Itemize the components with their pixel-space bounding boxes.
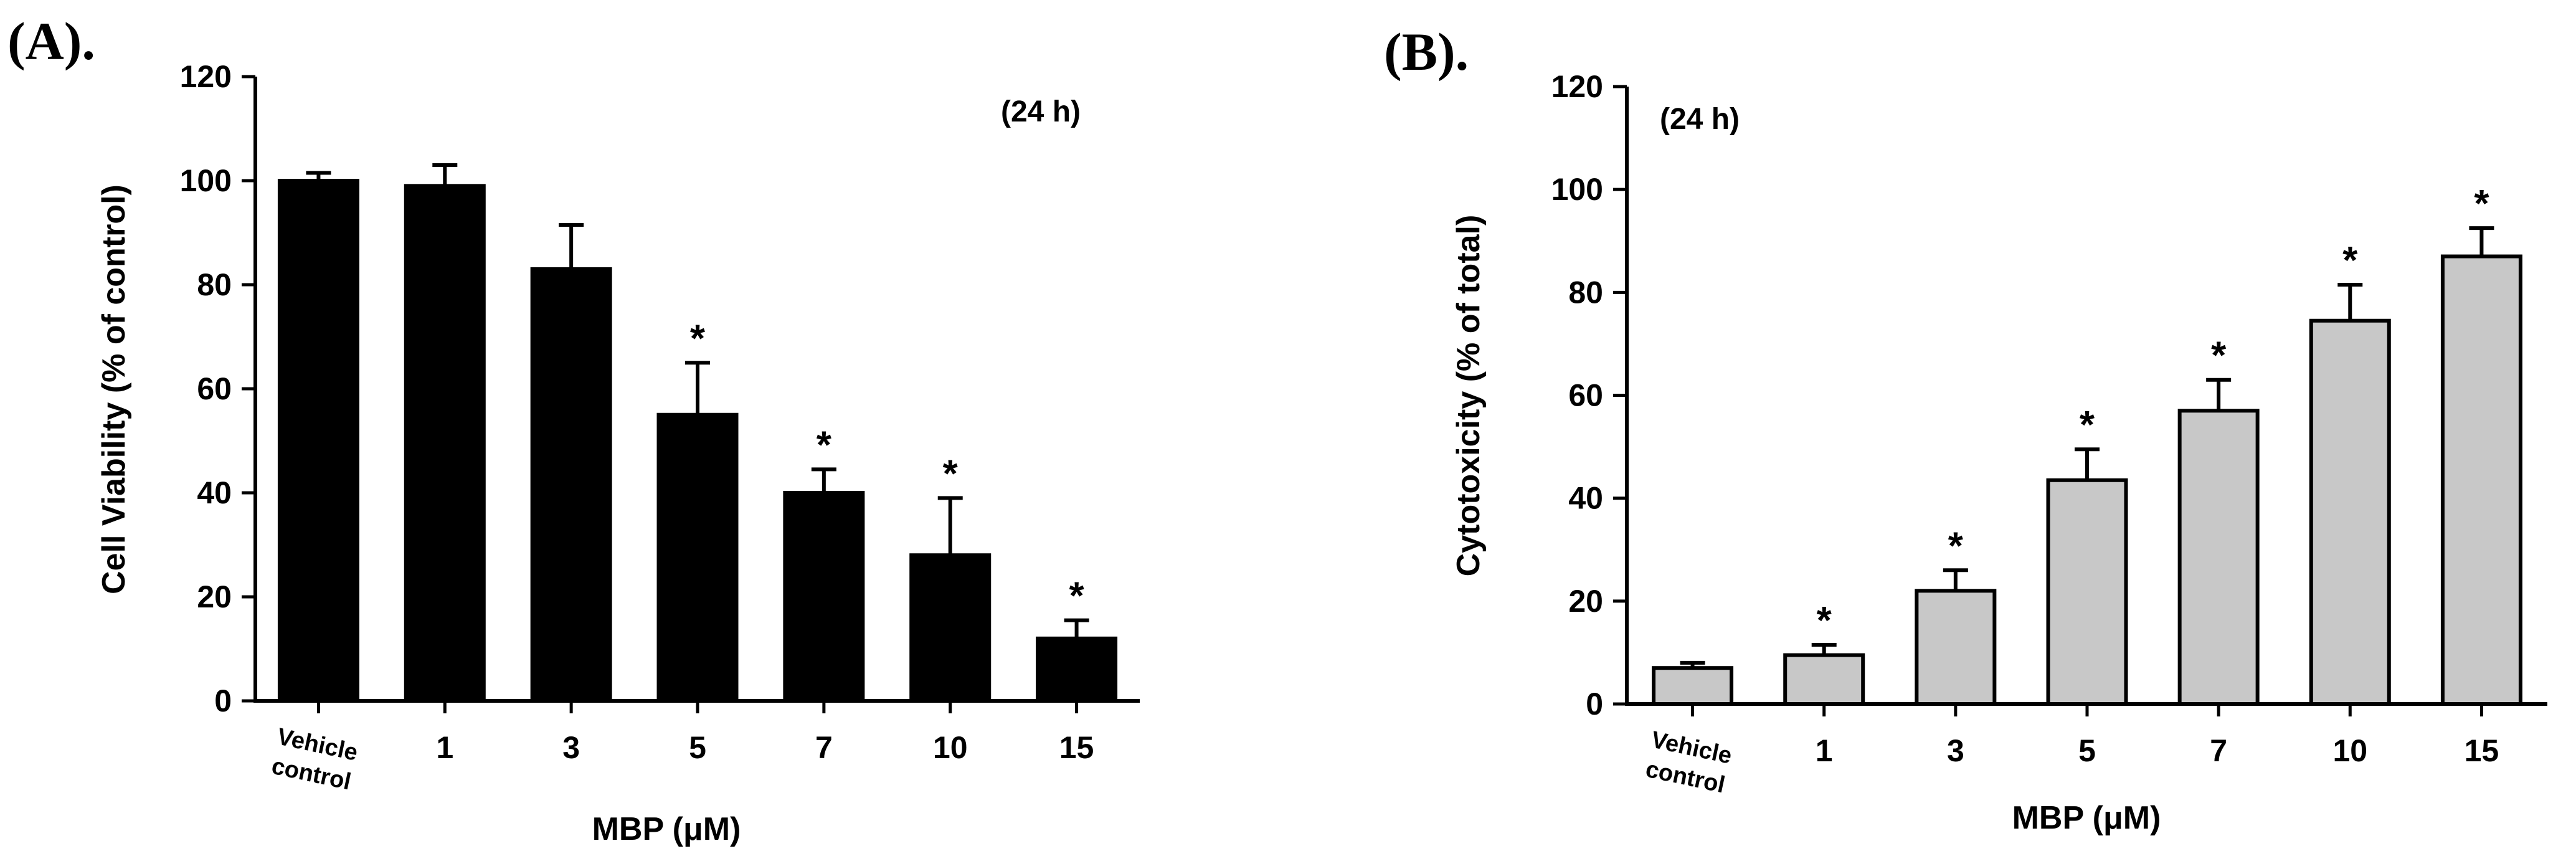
significance-marker: *	[1948, 525, 1964, 568]
y-tick-label: 60	[197, 371, 232, 406]
x-tick-label: 7	[815, 730, 833, 765]
significance-marker: *	[1817, 599, 1832, 642]
x-tick-label: 1	[436, 730, 453, 765]
x-tick-label: 10	[2332, 733, 2367, 768]
significance-marker: *	[817, 424, 832, 467]
x-tick-label: 5	[2078, 733, 2096, 768]
y-tick-label: 0	[214, 683, 232, 718]
x-tick-label: 7	[2210, 733, 2227, 768]
y-tick-label: 40	[197, 475, 232, 510]
bar	[2046, 478, 2128, 706]
bar	[1652, 666, 1734, 706]
y-tick-label: 100	[180, 163, 232, 198]
bar	[404, 184, 486, 703]
bar	[656, 412, 739, 703]
y-tick-label: 80	[197, 267, 232, 302]
y-tick-label: 100	[1551, 172, 1603, 207]
panel-label: (B).	[1384, 22, 1469, 82]
bar	[1915, 589, 1997, 706]
time-annotation: (24 h)	[1001, 95, 1081, 128]
bar	[2440, 254, 2522, 706]
x-tick-label: 5	[689, 730, 706, 765]
x-tick-label: 3	[562, 730, 580, 765]
panel-label: (A).	[7, 11, 95, 71]
significance-marker: *	[2080, 404, 2095, 447]
y-tick-label: 20	[1568, 584, 1603, 619]
x-tick-label: 15	[2465, 733, 2499, 768]
bar	[783, 491, 865, 703]
significance-marker: *	[943, 452, 959, 495]
significance-marker: *	[690, 317, 706, 360]
bar	[530, 267, 612, 703]
x-axis-title: MBP (μM)	[592, 811, 741, 847]
x-tick-label: 3	[1947, 733, 1964, 768]
x-tick-label: 10	[933, 730, 968, 765]
chart-a: (A). (24 h) 0 20 40 60 80 100 120 Vehiclecontrol 1…	[7, 11, 1140, 847]
y-tick-label: 120	[180, 59, 232, 94]
significance-marker: *	[2342, 239, 2358, 282]
x-tick-label: Vehiclecontrol	[1642, 726, 1734, 798]
x-axis-title: MBP (μM)	[2012, 800, 2161, 836]
y-tick-label: 0	[1586, 687, 1603, 721]
y-axis-title: Cell Viability (% of control)	[96, 184, 132, 594]
chart-b: (B). (24 h) 0 20 40 60 80 100 120 Vehiclecontrol 1…	[1384, 22, 2547, 836]
y-axis-title: Cytotoxicity (% of total)	[1451, 215, 1487, 577]
x-tick-label: 1	[1816, 733, 1833, 768]
y-tick-label: 20	[197, 579, 232, 614]
x-tick-label: 15	[1059, 730, 1094, 765]
bar	[2177, 409, 2260, 706]
y-tick-label: 80	[1568, 275, 1603, 310]
significance-marker: *	[2474, 183, 2489, 226]
bar	[909, 553, 992, 703]
bar	[1036, 636, 1118, 703]
y-tick-label: 120	[1551, 69, 1603, 104]
bar	[1783, 653, 1865, 706]
bar	[2309, 318, 2391, 706]
time-annotation: (24 h)	[1660, 103, 1740, 136]
bar	[277, 179, 359, 703]
y-tick-label: 60	[1568, 378, 1603, 413]
x-tick-label: Vehiclecontrol	[268, 723, 360, 795]
significance-marker: *	[2211, 335, 2227, 378]
significance-marker: *	[1069, 575, 1085, 618]
y-tick-label: 40	[1568, 481, 1603, 516]
